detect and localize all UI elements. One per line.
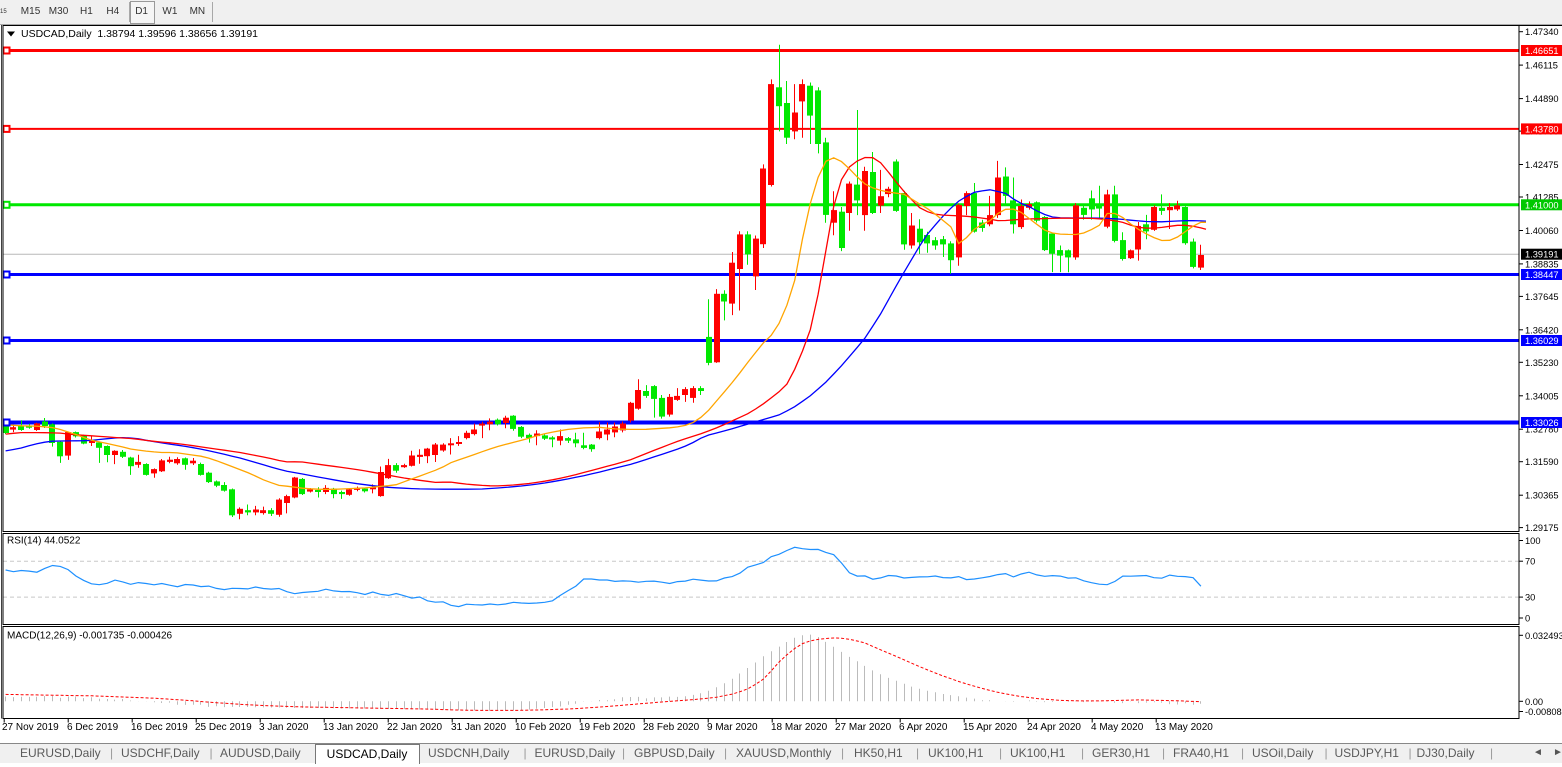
svg-text:10 Feb 2020: 10 Feb 2020 xyxy=(515,722,572,733)
svg-text:0.032493: 0.032493 xyxy=(1525,631,1562,641)
svg-text:31 Jan 2020: 31 Jan 2020 xyxy=(451,722,506,733)
svg-text:1.32780: 1.32780 xyxy=(1525,425,1559,435)
svg-text:30: 30 xyxy=(1525,593,1535,603)
svg-text:1.29175: 1.29175 xyxy=(1525,523,1559,533)
svg-text:28 Feb 2020: 28 Feb 2020 xyxy=(643,722,700,733)
svg-text:0.00: 0.00 xyxy=(1525,697,1543,707)
svg-text:27 Nov 2019: 27 Nov 2019 xyxy=(2,722,59,733)
svg-text:0: 0 xyxy=(1525,614,1530,624)
svg-text:-0.008086: -0.008086 xyxy=(1525,707,1562,717)
svg-text:4 May 2020: 4 May 2020 xyxy=(1091,722,1144,733)
svg-text:100: 100 xyxy=(1525,536,1541,546)
svg-text:1.30365: 1.30365 xyxy=(1525,491,1559,501)
svg-text:15 Apr 2020: 15 Apr 2020 xyxy=(963,722,1017,733)
svg-text:1.35230: 1.35230 xyxy=(1525,358,1559,368)
svg-text:70: 70 xyxy=(1525,557,1535,567)
svg-text:1.34005: 1.34005 xyxy=(1525,391,1559,401)
svg-text:27 Mar 2020: 27 Mar 2020 xyxy=(835,722,892,733)
svg-text:RSI(14) 44.0522: RSI(14) 44.0522 xyxy=(7,536,81,547)
svg-text:16 Dec 2019: 16 Dec 2019 xyxy=(131,722,188,733)
svg-text:MACD(12,26,9) -0.001735 -0.000: MACD(12,26,9) -0.001735 -0.000426 xyxy=(7,631,173,642)
svg-text:1.42475: 1.42475 xyxy=(1525,160,1559,170)
svg-text:18 Mar 2020: 18 Mar 2020 xyxy=(771,722,828,733)
svg-text:1.43780: 1.43780 xyxy=(1525,124,1559,134)
svg-text:1.38835: 1.38835 xyxy=(1525,259,1559,269)
svg-text:1.33026: 1.33026 xyxy=(1525,418,1559,428)
svg-text:1.47340: 1.47340 xyxy=(1525,27,1559,37)
svg-text:3 Jan 2020: 3 Jan 2020 xyxy=(259,722,309,733)
svg-text:9 Mar 2020: 9 Mar 2020 xyxy=(707,722,758,733)
svg-text:1.37645: 1.37645 xyxy=(1525,292,1559,302)
svg-text:1.44890: 1.44890 xyxy=(1525,94,1559,104)
svg-text:6 Dec 2019: 6 Dec 2019 xyxy=(67,722,119,733)
svg-text:USDCAD,Daily 1.38794 1.39596: USDCAD,Daily 1.38794 1.39596 1.38656 1.3… xyxy=(21,28,258,40)
svg-text:24 Apr 2020: 24 Apr 2020 xyxy=(1027,722,1081,733)
svg-text:22 Jan 2020: 22 Jan 2020 xyxy=(387,722,442,733)
svg-text:1.41000: 1.41000 xyxy=(1525,200,1559,210)
svg-text:1.46651: 1.46651 xyxy=(1525,46,1559,56)
svg-text:1.41285: 1.41285 xyxy=(1525,193,1559,203)
svg-text:13 Jan 2020: 13 Jan 2020 xyxy=(323,722,378,733)
svg-text:1.36029: 1.36029 xyxy=(1525,336,1559,346)
svg-text:1.36420: 1.36420 xyxy=(1525,325,1559,335)
svg-text:13 May 2020: 13 May 2020 xyxy=(1155,722,1213,733)
svg-text:1.40060: 1.40060 xyxy=(1525,226,1559,236)
svg-text:25 Dec 2019: 25 Dec 2019 xyxy=(195,722,252,733)
svg-text:1.31590: 1.31590 xyxy=(1525,457,1559,467)
svg-text:1.39191: 1.39191 xyxy=(1525,250,1559,260)
svg-text:1.38447: 1.38447 xyxy=(1525,270,1559,280)
svg-text:1.46115: 1.46115 xyxy=(1525,61,1558,71)
svg-text:6 Apr 2020: 6 Apr 2020 xyxy=(899,722,948,733)
svg-text:19 Feb 2020: 19 Feb 2020 xyxy=(579,722,636,733)
